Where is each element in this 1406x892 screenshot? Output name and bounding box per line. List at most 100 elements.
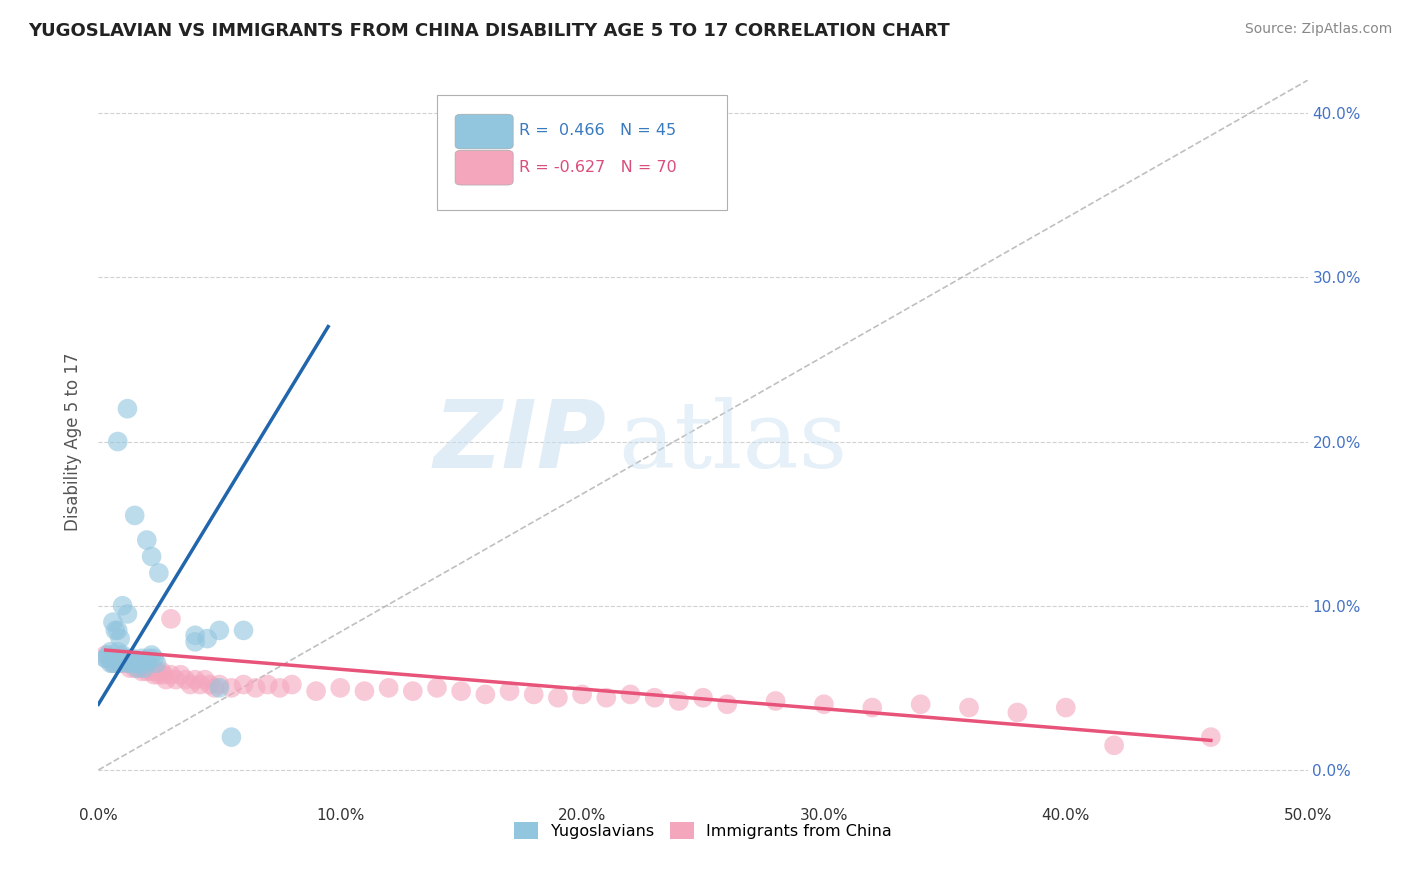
Point [100, 651, 122, 665]
Point [208, 624, 231, 638]
Point [145, 657, 167, 671]
Point [131, 665, 153, 679]
Point [184, 628, 207, 642]
Point [124, 661, 146, 675]
Point [107, 434, 129, 449]
Point [595, 690, 617, 705]
Point [194, 673, 217, 687]
Point [232, 677, 254, 691]
Point [498, 684, 520, 698]
Point [377, 681, 399, 695]
Point [474, 687, 496, 701]
Point [152, 667, 174, 681]
Point [135, 533, 157, 547]
Point [208, 681, 231, 695]
Point [1199, 730, 1222, 744]
Point [127, 661, 149, 675]
Point [100, 645, 122, 659]
Point [111, 648, 134, 662]
Point [353, 684, 375, 698]
Point [221, 730, 243, 744]
Point [619, 687, 641, 701]
Point [101, 651, 124, 665]
Point [138, 651, 160, 665]
Point [910, 698, 932, 712]
Point [145, 665, 167, 679]
Point [148, 566, 170, 580]
Point [107, 657, 129, 671]
Point [121, 657, 143, 671]
Point [174, 673, 197, 687]
Point [108, 651, 131, 665]
Text: R = -0.627   N = 70: R = -0.627 N = 70 [519, 161, 676, 175]
Point [107, 645, 129, 659]
Point [111, 657, 134, 671]
Point [160, 612, 183, 626]
FancyBboxPatch shape [456, 114, 513, 149]
FancyBboxPatch shape [437, 95, 727, 211]
Point [128, 657, 150, 671]
Point [860, 700, 883, 714]
Point [97, 648, 120, 662]
Point [114, 651, 136, 665]
Point [101, 657, 124, 671]
Point [523, 687, 546, 701]
Point [160, 667, 183, 681]
Point [184, 635, 207, 649]
Point [100, 657, 122, 671]
Point [184, 673, 207, 687]
Point [221, 681, 243, 695]
Point [716, 698, 738, 712]
Point [813, 698, 835, 712]
Point [143, 667, 166, 681]
Point [94, 651, 117, 665]
Point [127, 657, 149, 671]
Point [114, 651, 136, 665]
Point [195, 632, 218, 646]
Point [692, 690, 714, 705]
Point [245, 681, 267, 695]
Point [208, 677, 231, 691]
Point [131, 651, 153, 665]
Point [117, 401, 139, 416]
Point [107, 624, 129, 638]
Point [232, 624, 254, 638]
Point [198, 677, 221, 691]
Legend: Yugoslavians, Immigrants from China: Yugoslavians, Immigrants from China [508, 816, 898, 846]
Point [117, 657, 139, 671]
Point [1007, 706, 1029, 720]
Point [124, 508, 146, 523]
Point [104, 657, 127, 671]
Point [281, 677, 304, 691]
Point [108, 657, 131, 671]
Point [101, 615, 124, 630]
Point [141, 549, 163, 564]
Point [329, 681, 352, 695]
Point [141, 665, 163, 679]
Point [141, 648, 163, 662]
Point [94, 648, 117, 662]
Point [305, 684, 328, 698]
Point [155, 673, 177, 687]
Point [108, 632, 131, 646]
Point [143, 651, 166, 665]
Point [104, 651, 127, 665]
Point [1102, 739, 1125, 753]
Point [117, 657, 139, 671]
Point [765, 694, 787, 708]
Point [269, 681, 291, 695]
Text: atlas: atlas [619, 397, 848, 486]
Text: Source: ZipAtlas.com: Source: ZipAtlas.com [1244, 22, 1392, 37]
Point [204, 681, 226, 695]
Point [256, 677, 278, 691]
Point [165, 673, 187, 687]
Point [138, 661, 160, 675]
Point [94, 651, 117, 665]
Point [124, 657, 146, 671]
Point [957, 700, 980, 714]
Point [134, 661, 156, 675]
Point [426, 681, 449, 695]
Point [104, 624, 127, 638]
Point [1054, 700, 1077, 714]
Point [128, 661, 150, 675]
